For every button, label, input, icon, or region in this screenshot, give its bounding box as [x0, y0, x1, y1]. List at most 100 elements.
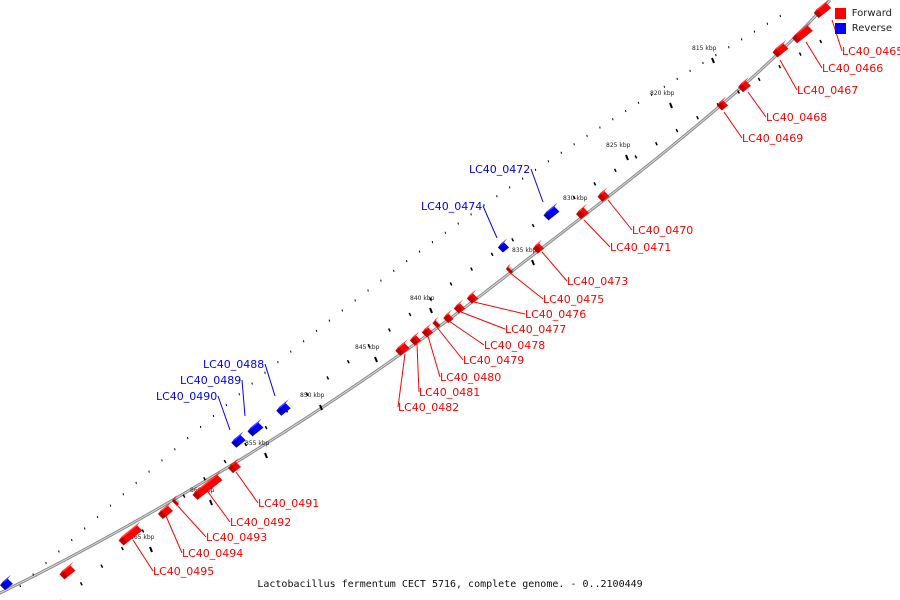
gene-top	[409, 331, 420, 341]
gene-label[interactable]: LC40_0494	[182, 547, 243, 560]
minor-tick	[612, 118, 614, 121]
minor-tick	[547, 160, 550, 163]
gene-top	[432, 316, 439, 324]
minor-tick	[225, 403, 228, 407]
gene-lc40_0471[interactable]	[576, 203, 589, 220]
gene-label[interactable]: LC40_0493	[206, 531, 267, 544]
gene-lc40_0480[interactable]	[421, 323, 434, 338]
gene-label[interactable]: LC40_0470	[632, 224, 693, 237]
gene-label[interactable]: LC40_0482	[398, 401, 459, 414]
gene-lc40_0472[interactable]	[543, 202, 560, 221]
gene-front	[192, 475, 223, 500]
gene-lc40_0468[interactable]	[738, 76, 751, 93]
gene-lc40_0493[interactable]	[171, 495, 180, 506]
gene-label[interactable]: LC40_0467	[797, 84, 858, 97]
gene-leader-line	[207, 491, 231, 523]
gene-lc40_0495[interactable]	[118, 521, 143, 546]
minor-tick	[650, 93, 653, 96]
gene-label[interactable]: LC40_0480	[440, 371, 501, 384]
gene-label[interactable]: LC40_0472	[469, 163, 530, 176]
gene-unlabeled[interactable]	[0, 574, 13, 591]
major-tick	[669, 102, 673, 109]
gene-leader-line	[217, 395, 231, 431]
gene-front	[0, 578, 13, 591]
gene-leader-line	[779, 59, 798, 91]
gene-leader-line	[264, 363, 276, 397]
gene-lc40_0470[interactable]	[597, 187, 610, 202]
legend-reverse-label: Reverse	[851, 23, 892, 34]
inner-tick	[634, 155, 638, 159]
gene-side	[157, 510, 166, 520]
gene-lc40_0476[interactable]	[466, 289, 479, 304]
gene-leader-line	[175, 503, 207, 538]
gene-front	[171, 499, 180, 506]
gene-side	[409, 336, 418, 346]
minor-tick	[727, 46, 730, 49]
gene-layer	[0, 0, 832, 591]
minor-tick	[148, 470, 150, 473]
gene-lc40_0491[interactable]	[228, 457, 241, 474]
gene-label[interactable]: LC40_0466	[822, 62, 883, 75]
minor-tick	[444, 231, 447, 234]
gene-label[interactable]: LC40_0490	[156, 390, 217, 403]
gene-label[interactable]: LC40_0489	[180, 374, 241, 387]
gene-label[interactable]: LC40_0481	[419, 386, 480, 399]
gene-label[interactable]: LC40_0471	[610, 241, 671, 254]
major-tick	[209, 499, 213, 506]
inner-tick	[511, 238, 515, 242]
gene-lc40_0489[interactable]	[247, 418, 264, 437]
gene-front	[231, 435, 246, 448]
gene-label[interactable]: LC40_0474	[421, 200, 482, 213]
gene-label[interactable]: LC40_0465	[842, 45, 900, 58]
tick-label: 855 kbp	[245, 440, 270, 447]
gene-label[interactable]: LC40_0478	[484, 339, 545, 352]
gene-leader-line	[416, 343, 420, 393]
gene-lc40_0465[interactable]	[813, 0, 832, 18]
gene-lc40_0482[interactable]	[395, 339, 410, 356]
gene-leader-line	[508, 271, 544, 300]
gene-label[interactable]: LC40_0492	[230, 516, 291, 529]
gene-top	[171, 495, 178, 501]
gene-lc40_0469[interactable]	[716, 96, 729, 111]
gene-side	[576, 210, 585, 220]
gene-label[interactable]: LC40_0469	[742, 132, 803, 145]
gene-front	[597, 191, 610, 202]
gene-top	[738, 76, 749, 88]
inner-tick	[757, 77, 761, 82]
gene-top	[247, 418, 262, 432]
gene-label[interactable]: LC40_0468	[766, 111, 827, 124]
gene-lc40_0479[interactable]	[432, 316, 441, 329]
gene-label[interactable]: LC40_0476	[525, 308, 586, 321]
gene-lc40_0492[interactable]	[192, 471, 223, 500]
minor-tick	[212, 414, 215, 418]
gene-front	[453, 303, 466, 314]
gene-label[interactable]: LC40_0488	[203, 358, 264, 371]
gene-top	[192, 471, 221, 495]
gene-top	[395, 339, 408, 351]
minor-tick	[277, 361, 279, 364]
gene-front	[443, 313, 454, 324]
gene-label[interactable]: LC40_0475	[543, 293, 604, 306]
gene-lc40_0477[interactable]	[453, 299, 466, 314]
gene-label[interactable]: LC40_0479	[463, 354, 524, 367]
inner-tick	[572, 195, 576, 200]
gene-label[interactable]: LC40_0473	[567, 275, 628, 288]
gene-top	[497, 238, 508, 248]
gene-lc40_0481[interactable]	[409, 331, 422, 346]
gene-lc40_0474[interactable]	[497, 238, 510, 253]
gene-unlabeled[interactable]	[59, 561, 76, 580]
gene-lc40_0494[interactable]	[157, 501, 174, 520]
inner-tick	[223, 459, 227, 464]
gene-lc40_0488[interactable]	[276, 399, 291, 416]
gene-lc40_0467[interactable]	[772, 39, 789, 58]
gene-lc40_0475[interactable]	[505, 263, 514, 274]
gene-label[interactable]: LC40_0495	[153, 565, 214, 578]
gene-lc40_0466[interactable]	[792, 21, 813, 44]
gene-label[interactable]: LC40_0477	[505, 323, 566, 336]
gene-label[interactable]: LC40_0491	[258, 497, 319, 510]
gene-lc40_0473[interactable]	[532, 239, 545, 254]
gene-lc40_0490[interactable]	[231, 431, 246, 448]
gene-top	[231, 431, 244, 443]
minor-tick	[521, 177, 524, 180]
